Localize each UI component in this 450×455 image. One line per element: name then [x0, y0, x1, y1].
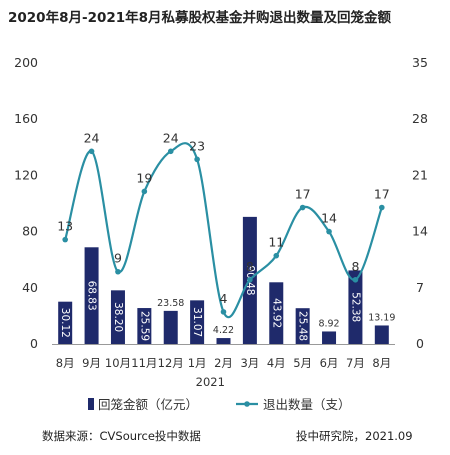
line-point	[247, 276, 253, 283]
line-point	[220, 309, 227, 315]
bar-value-label: 30.12	[59, 308, 71, 338]
chart-legend: 回笼金额（亿元） 退出数量（支）	[88, 397, 351, 412]
bar-value-label: 68.83	[86, 281, 98, 311]
line-point	[62, 236, 68, 243]
line-value-label: 19	[136, 170, 152, 185]
bar-value-label: 25.59	[138, 311, 150, 341]
bar-value-label: 52.38	[349, 292, 361, 322]
x-tick-label: 8月	[56, 356, 75, 370]
bar-labels: 30.1268.8338.2025.5923.5831.074.2290.484…	[59, 265, 395, 341]
bar-value-label: 8.92	[318, 318, 339, 329]
bar	[190, 300, 205, 344]
line-point	[115, 268, 121, 275]
bar	[163, 310, 178, 344]
line-point	[326, 228, 332, 235]
line-series	[62, 142, 385, 319]
source-note: 数据来源：CVSource投中数据	[42, 429, 201, 443]
legend-bar-swatch	[88, 398, 94, 410]
left-tick-label: 80	[22, 224, 38, 239]
bar	[269, 282, 284, 344]
left-axis: 0 40 80 120 160 200	[14, 55, 38, 351]
bar	[322, 331, 337, 344]
line-point	[299, 204, 306, 211]
line-value-label: 9	[114, 251, 122, 266]
line-value-label: 11	[268, 235, 284, 250]
line-value-label: 24	[163, 130, 179, 145]
right-tick-label: 35	[412, 55, 428, 70]
bar-value-label: 4.22	[213, 325, 234, 336]
right-tick-label: 7	[416, 280, 424, 295]
left-tick-label: 160	[14, 111, 38, 126]
line-point	[88, 148, 95, 155]
line-point	[141, 188, 148, 195]
bar-value-label: 43.92	[270, 298, 282, 328]
x-tick-label: 9月	[82, 356, 101, 370]
bar-series	[58, 216, 389, 344]
bar	[348, 270, 363, 344]
x-axis: 8月 9月 10月 11月 12月 1月 2月 3月 4月 5月 6月 7月 8月 2021	[52, 344, 395, 389]
bar-value-label: 38.20	[112, 302, 124, 332]
left-tick-label: 0	[30, 336, 38, 351]
x-tick-label: 2月	[214, 356, 233, 370]
bar	[58, 301, 73, 344]
line-point	[167, 148, 174, 155]
line-value-label: 24	[84, 130, 100, 145]
x-tick-label: 3月	[240, 356, 259, 370]
legend-line-marker	[244, 401, 250, 407]
right-tick-label: 14	[412, 224, 428, 239]
bar-value-label: 31.07	[191, 307, 203, 337]
line-value-label: 8	[246, 259, 254, 274]
right-tick-label: 0	[416, 336, 424, 351]
line-point	[352, 276, 359, 283]
x-tick-label: 5月	[293, 356, 312, 370]
bar	[295, 308, 310, 344]
year-label: 2021	[196, 375, 225, 389]
bar-value-label: 23.58	[157, 298, 184, 309]
bar	[137, 308, 152, 344]
x-tick-label: 12月	[158, 356, 184, 370]
x-tick-label: 7月	[346, 356, 365, 370]
x-tick-label: 4月	[267, 356, 286, 370]
line-point	[273, 252, 280, 259]
line-point	[194, 156, 200, 163]
x-tick-label: 8月	[372, 356, 391, 370]
left-tick-label: 120	[14, 167, 38, 182]
bar-value-label: 25.48	[297, 311, 309, 341]
bar	[216, 338, 231, 344]
right-tick-label: 28	[412, 111, 428, 126]
line-labels: 13 24 9 19 24 23 4 8 11 17 14 8 17	[57, 130, 390, 306]
x-tick-label: 11月	[131, 356, 157, 370]
line-value-label: 8	[351, 259, 359, 274]
legend-line-label: 退出数量（支）	[263, 397, 351, 412]
legend-bar-label: 回笼金额（亿元）	[98, 397, 198, 412]
left-tick-label: 40	[22, 280, 38, 295]
bar	[84, 247, 99, 344]
line-value-label: 17	[295, 187, 311, 202]
line-value-label: 23	[189, 138, 205, 153]
x-tick-label: 10月	[105, 356, 131, 370]
x-tick-label: 1月	[188, 356, 207, 370]
line-value-label: 4	[220, 291, 228, 306]
line-value-label: 13	[57, 219, 73, 234]
right-axis: 0 7 14 21 28 35	[412, 55, 428, 351]
line-value-label: 17	[374, 187, 390, 202]
line-point	[379, 204, 385, 211]
x-tick-label: 6月	[320, 356, 339, 370]
line-value-label: 14	[321, 211, 337, 226]
bar	[374, 325, 389, 344]
bar-value-label: 13.19	[368, 312, 395, 323]
bar	[110, 290, 125, 344]
right-tick-label: 21	[412, 167, 428, 182]
left-tick-label: 200	[14, 55, 38, 70]
chart-title: 2020年8月-2021年8月私募股权基金并购退出数量及回笼金额	[8, 10, 392, 26]
credit-note: 投中研究院，2021.09	[296, 429, 413, 443]
